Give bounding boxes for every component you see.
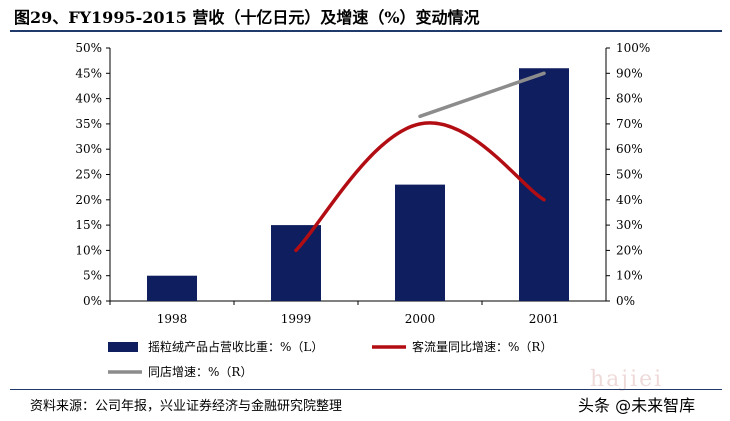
x-axis-tick-label: 2001: [529, 312, 560, 326]
legend-swatch-bar: [108, 342, 138, 352]
right-axis-tick-label: 70%: [616, 117, 643, 131]
right-axis-tick-label: 50%: [616, 168, 643, 182]
left-axis-tick-label: 15%: [75, 218, 102, 232]
chart-title: 图29、FY1995-2015 营收（十亿日元）及增速（%）变动情况: [14, 8, 480, 27]
customer-traffic-growth-line: [294, 121, 546, 253]
left-axis-tick-label: 30%: [75, 142, 102, 156]
left-axis-tick-label: 20%: [75, 193, 102, 207]
left-axis-tick-label: 0%: [83, 294, 102, 308]
bar: [271, 225, 321, 301]
watermark-ghost-text: hajiei: [590, 367, 664, 392]
right-axis-tick-label: 100%: [616, 41, 650, 55]
bar: [147, 275, 197, 301]
chart-axes: 0% 5% 10% 15% 20% 25% 30% 35% 40% 45% 50% 0% 10% 20% 3…: [75, 41, 650, 326]
watermark-label: 头条 @未来智库: [578, 396, 696, 415]
title-divider: [10, 30, 722, 32]
source-note: 资料来源：公司年报，兴业证券经济与金融研究院整理: [30, 399, 343, 414]
same-store-growth-line: [418, 71, 546, 119]
legend-label: 摇粒绒产品占营收比重：%（L）: [148, 339, 323, 354]
chart-legend: 摇粒绒产品占营收比重：%（L） 客流量同比增速：%（R） 同店增速：%（R）: [108, 339, 552, 379]
right-axis-tick-label: 80%: [616, 92, 643, 106]
x-axis-tick-label: 1999: [281, 312, 312, 326]
source-divider: [10, 389, 722, 390]
x-axis-tick-label: 1998: [157, 312, 188, 326]
right-axis-tick-label: 90%: [616, 66, 643, 80]
legend-label: 客流量同比增速：%（R）: [412, 339, 552, 354]
right-axis-tick-label: 0%: [616, 294, 635, 308]
line-series: [294, 71, 546, 253]
right-axis-tick-label: 30%: [616, 218, 643, 232]
x-axis-tick-label: 2000: [405, 312, 436, 326]
left-axis-tick-label: 40%: [75, 92, 102, 106]
left-axis-tick-label: 5%: [83, 269, 102, 283]
bar-series: [147, 68, 569, 302]
left-axis-tick-label: 45%: [75, 66, 102, 80]
left-axis-tick-label: 25%: [75, 168, 102, 182]
left-axis-tick-label: 35%: [75, 117, 102, 131]
right-axis-tick-label: 40%: [616, 193, 643, 207]
left-axis-tick-label: 50%: [75, 41, 102, 55]
right-axis-tick-label: 60%: [616, 142, 643, 156]
right-axis-tick-label: 20%: [616, 243, 643, 257]
left-axis-tick-label: 10%: [75, 243, 102, 257]
right-axis-tick-label: 10%: [616, 269, 643, 283]
legend-label: 同店增速：%（R）: [148, 365, 252, 379]
bar: [395, 184, 445, 301]
